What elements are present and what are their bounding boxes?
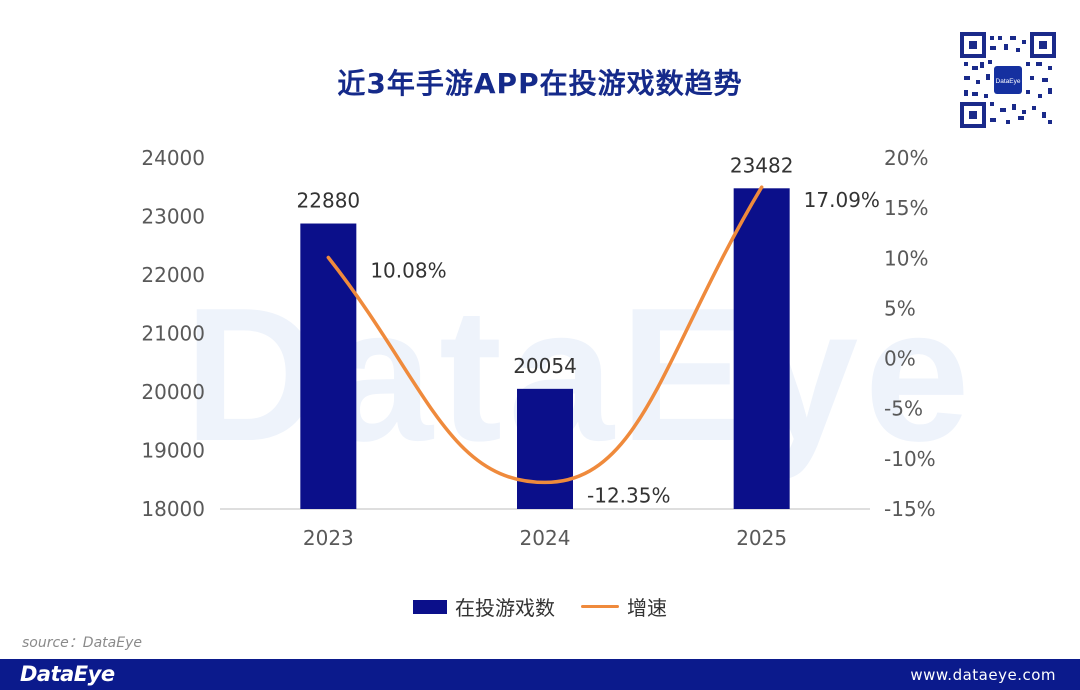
- y-right-tick-label: -5%: [884, 397, 923, 421]
- x-tick-label: 2024: [520, 526, 571, 550]
- footer-website-link[interactable]: www.dataeye.com: [910, 666, 1056, 684]
- legend-item-bar: 在投游戏数: [413, 592, 555, 621]
- source-note: source：DataEye: [22, 635, 142, 651]
- growth-value-label: 10.08%: [370, 258, 446, 282]
- growth-value-label: 17.09%: [804, 188, 880, 212]
- legend-item-line: 增速: [581, 592, 667, 621]
- svg-text:DataEye: DataEye: [996, 78, 1021, 85]
- x-tick-label: 2025: [736, 526, 787, 550]
- legend-bar-label: 在投游戏数: [455, 596, 555, 620]
- y-left-tick-label: 22000: [141, 263, 205, 287]
- y-right-tick-label: 5%: [884, 296, 916, 320]
- y-left-tick-label: 24000: [141, 146, 205, 170]
- y-left-tick-label: 18000: [141, 497, 205, 521]
- y-right-tick-label: 10%: [884, 246, 928, 270]
- bar-value-label: 20054: [513, 354, 577, 378]
- y-right-tick-label: 20%: [884, 146, 928, 170]
- footer-brand-logo: DataEye: [20, 662, 115, 686]
- chart-title: 近3年手游APP在投游戏数趋势: [337, 67, 743, 100]
- bar-2025: [733, 188, 790, 510]
- bar-value-label: 23482: [730, 153, 794, 177]
- chart-canvas: DataEye 18000190002000021000220002300024…: [141, 146, 970, 550]
- y-left-tick-label: 23000: [141, 205, 205, 229]
- y-left-tick-label: 21000: [141, 322, 205, 346]
- chart-legend: 在投游戏数 增速: [0, 592, 1080, 621]
- legend-bar-swatch: [413, 599, 447, 614]
- y-left-tick-label: 20000: [141, 380, 205, 404]
- legend-line-label: 增速: [627, 596, 667, 620]
- y-right-tick-label: 15%: [884, 196, 928, 220]
- qr-code-icon: DataEye: [960, 32, 1056, 128]
- bar-2023: [300, 223, 357, 509]
- footer-bar: DataEye www.dataeye.com: [0, 659, 1080, 690]
- y-right-tick-label: 0%: [884, 347, 916, 371]
- x-tick-label: 2023: [303, 526, 354, 550]
- y-right-tick-label: -10%: [884, 447, 936, 471]
- legend-line-swatch: [581, 605, 619, 608]
- bar-2024: [517, 388, 573, 509]
- y-right-tick-label: -15%: [884, 497, 936, 521]
- y-left-tick-label: 19000: [141, 439, 205, 463]
- growth-value-label: -12.35%: [587, 483, 670, 507]
- bar-value-label: 22880: [297, 189, 361, 213]
- growth-line-series: [326, 185, 764, 485]
